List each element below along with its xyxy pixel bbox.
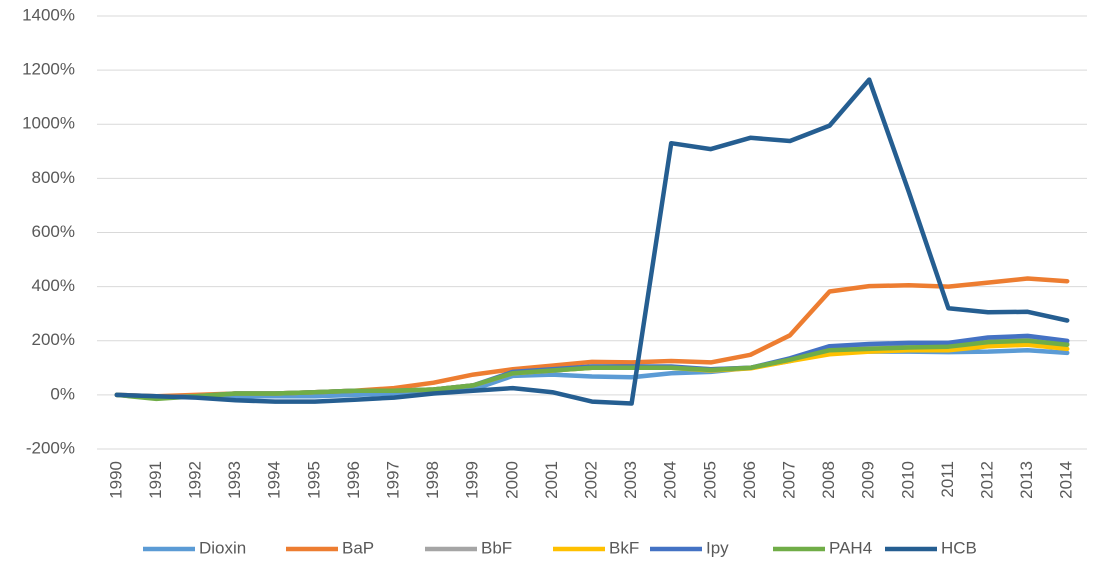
x-tick-label: 1994 [265,461,284,499]
x-tick-label: 2010 [898,461,917,499]
y-tick-label: 800% [32,168,75,187]
x-tick-label: 1993 [225,461,244,499]
legend-label: BkF [609,538,639,557]
x-tick-label: 1991 [146,461,165,499]
y-tick-label: 1400% [22,5,75,24]
y-tick-label: 1200% [22,60,75,79]
y-tick-label: 600% [32,222,75,241]
x-tick-label: 1997 [383,461,402,499]
legend-label: Ipy [706,538,729,557]
legend-label: HCB [941,538,977,557]
series-line [114,77,1070,406]
x-tick-label: 2003 [621,461,640,499]
x-tick-label: 2005 [700,461,719,499]
x-tick-label: 2014 [1057,461,1076,499]
x-tick-label: 1999 [463,461,482,499]
x-tick-label: 2008 [819,461,838,499]
x-tick-label: 2000 [502,461,521,499]
x-tick-label: 1998 [423,461,442,499]
x-tick-label: 2006 [740,461,759,499]
x-tick-label: 2007 [779,461,798,499]
y-tick-label: 400% [32,276,75,295]
x-tick-label: 1992 [185,461,204,499]
y-tick-label: -200% [26,438,75,457]
legend-label: BaP [342,538,374,557]
x-tick-label: 2013 [1017,461,1036,499]
legend-label: PAH4 [829,538,872,557]
x-tick-label: 2001 [542,461,561,499]
series-line [114,338,1070,402]
x-tick-label: 1995 [304,461,323,499]
x-tick-label: 1996 [344,461,363,499]
legend-label: Dioxin [199,538,246,557]
x-tick-label: 2002 [581,461,600,499]
series-line [114,347,1070,399]
x-tick-label: 2004 [661,461,680,499]
legend-label: BbF [481,538,512,557]
x-tick-label: 2009 [859,461,878,499]
y-tick-label: 0% [50,384,75,403]
y-tick-label: 1000% [22,114,75,133]
y-tick-label: 200% [32,330,75,349]
x-tick-label: 2012 [977,461,996,499]
x-tick-label: 1990 [106,461,125,499]
x-tick-label: 2011 [938,461,957,498]
